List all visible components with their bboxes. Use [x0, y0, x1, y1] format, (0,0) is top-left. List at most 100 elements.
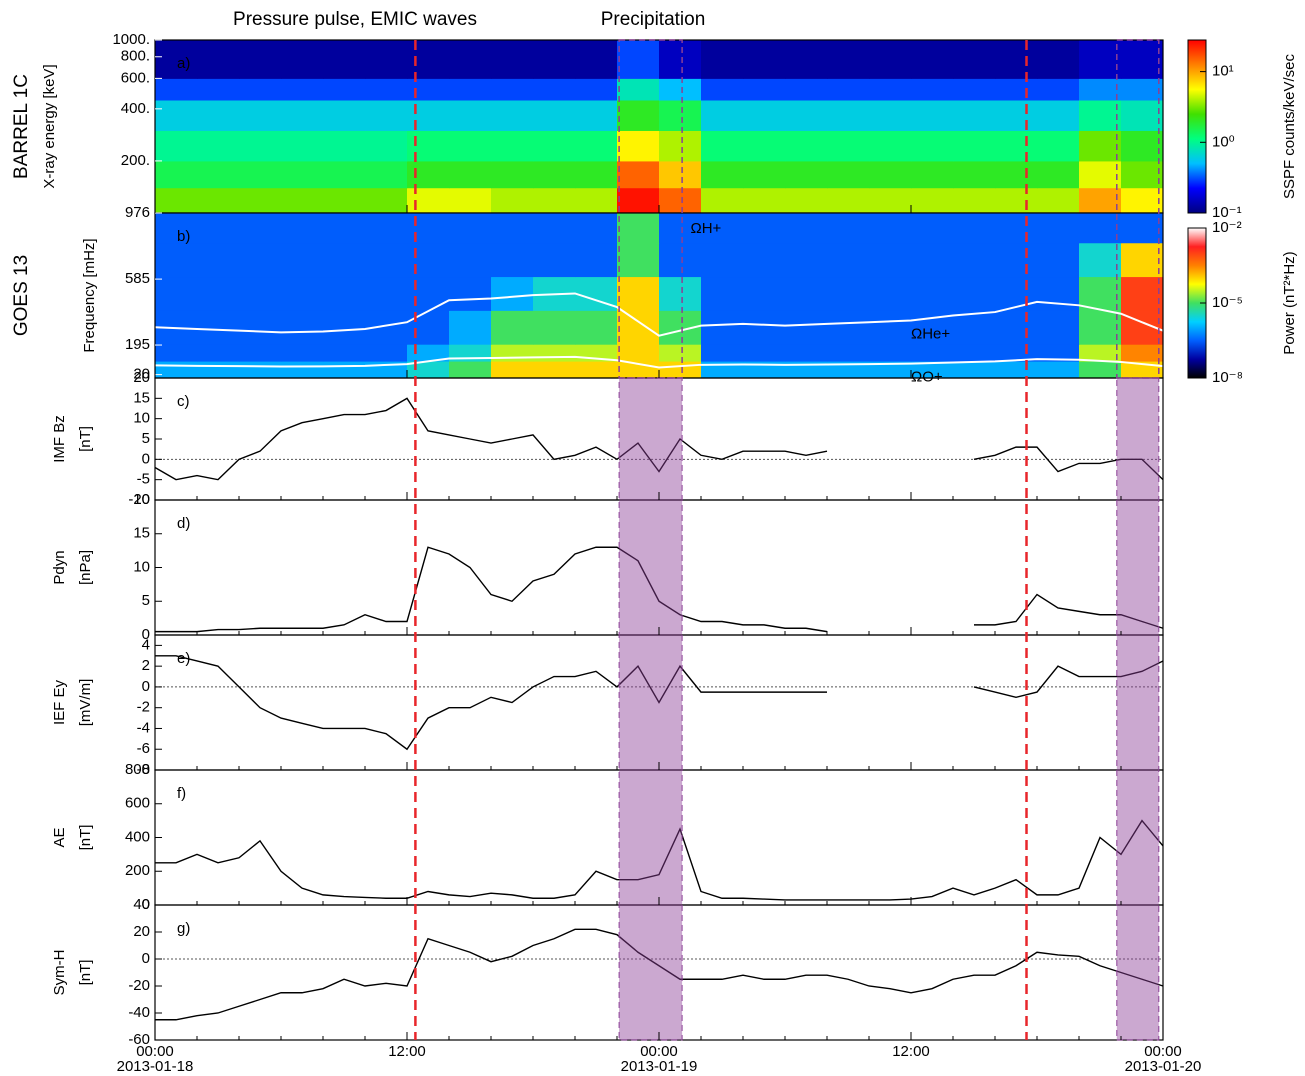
- heat-cell: [1121, 161, 1164, 188]
- heat-cell: [827, 78, 870, 100]
- panel-label: c): [177, 393, 190, 410]
- colorbar: [1188, 40, 1206, 213]
- heat-cell: [491, 277, 534, 311]
- y-tick-label: 400: [125, 828, 150, 845]
- heat-cell: [155, 361, 198, 378]
- y-tick-label: 15: [133, 389, 150, 406]
- heat-cell: [407, 130, 450, 161]
- heat-cell: [743, 344, 786, 361]
- heat-cell: [575, 161, 618, 188]
- heat-cell: [491, 78, 534, 100]
- heat-cell: [617, 344, 660, 361]
- heat-cell: [1037, 100, 1080, 131]
- colorbar-tick-label: 10¹: [1212, 63, 1234, 80]
- heat-cell: [785, 243, 828, 277]
- heat-cell: [1037, 130, 1080, 161]
- y-tick-label: 600.: [121, 69, 150, 86]
- y-tick-label: 20: [133, 369, 150, 386]
- heat-cell: [155, 161, 198, 188]
- y-tick-label: 10: [133, 558, 150, 575]
- heat-cell: [281, 243, 324, 277]
- heat-cell: [281, 213, 324, 243]
- heat-cell: [617, 161, 660, 188]
- heat-cell: [869, 310, 912, 344]
- heat-cell: [239, 243, 282, 277]
- heat-cell: [281, 100, 324, 131]
- heat-cell: [491, 161, 534, 188]
- heat-cell: [659, 277, 702, 311]
- annotation: Precipitation: [601, 9, 706, 30]
- heat-cell: [575, 243, 618, 277]
- heat-cell: [197, 78, 240, 100]
- heat-cell: [827, 243, 870, 277]
- x-date-label: 2013-01-19: [621, 1058, 698, 1075]
- heat-cell: [1079, 213, 1122, 243]
- heat-cell: [827, 277, 870, 311]
- curve-label: ΩHe+: [911, 325, 950, 342]
- heat-cell: [1079, 78, 1122, 100]
- heat-cell: [617, 130, 660, 161]
- heat-cell: [785, 100, 828, 131]
- heat-cell: [323, 130, 366, 161]
- heat-cell: [785, 78, 828, 100]
- annotation: Pressure pulse, EMIC waves: [233, 9, 477, 30]
- heat-cell: [281, 277, 324, 311]
- y-axis-label: IEF Ey: [51, 680, 68, 726]
- heat-cell: [659, 243, 702, 277]
- heat-cell: [953, 277, 996, 311]
- heat-cell: [155, 243, 198, 277]
- heat-cell: [197, 188, 240, 214]
- heat-cell: [701, 100, 744, 131]
- heat-cell: [1079, 344, 1122, 361]
- heat-cell: [911, 161, 954, 188]
- y-tick-label: -4: [137, 719, 150, 736]
- heat-cell: [449, 243, 492, 277]
- heat-cell: [323, 277, 366, 311]
- shaded-span: [619, 378, 682, 1040]
- heat-cell: [449, 78, 492, 100]
- heat-cell: [533, 161, 576, 188]
- heat-cell: [827, 161, 870, 188]
- heat-cell: [1079, 100, 1122, 131]
- heat-cell: [659, 130, 702, 161]
- heat-cell: [1079, 40, 1122, 79]
- heat-cell: [1121, 243, 1164, 277]
- heat-cell: [995, 243, 1038, 277]
- heat-cell: [701, 277, 744, 311]
- heat-cell: [827, 213, 870, 243]
- heat-cell: [281, 78, 324, 100]
- heat-cell: [869, 188, 912, 214]
- heat-cell: [995, 188, 1038, 214]
- heat-cell: [953, 161, 996, 188]
- heat-cell: [827, 100, 870, 131]
- heat-cell: [659, 188, 702, 214]
- heat-cell: [197, 243, 240, 277]
- heat-cell: [533, 344, 576, 361]
- heat-cell: [575, 188, 618, 214]
- heat-cell: [701, 78, 744, 100]
- heat-cell: [1121, 78, 1164, 100]
- heat-cell: [1037, 40, 1080, 79]
- heat-cell: [617, 100, 660, 131]
- heat-cell: [911, 188, 954, 214]
- heat-cell: [407, 213, 450, 243]
- heat-cell: [449, 161, 492, 188]
- y-tick-label: 976: [125, 204, 150, 221]
- heat-cell: [1079, 188, 1122, 214]
- heat-cell: [785, 40, 828, 79]
- y-tick-label: 5: [142, 430, 150, 447]
- heat-cell: [1121, 344, 1164, 361]
- heat-cell: [953, 344, 996, 361]
- y-tick-label: -20: [128, 977, 150, 994]
- heat-cell: [449, 310, 492, 344]
- heat-cell: [659, 361, 702, 378]
- heat-cell: [197, 344, 240, 361]
- heat-cell: [701, 310, 744, 344]
- heat-cell: [953, 130, 996, 161]
- heat-cell: [617, 213, 660, 243]
- heat-cell: [1037, 188, 1080, 214]
- heat-cell: [869, 40, 912, 79]
- heat-cell: [1037, 161, 1080, 188]
- heat-cell: [869, 243, 912, 277]
- heat-cell: [449, 100, 492, 131]
